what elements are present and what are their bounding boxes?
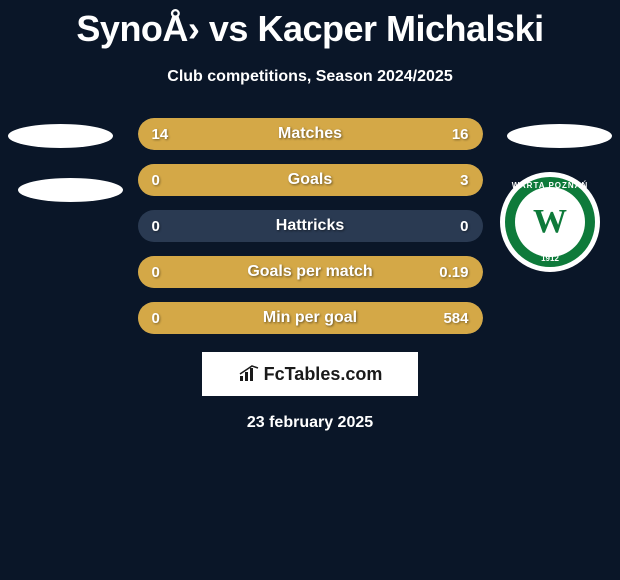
stat-right-value: 3 [460,172,468,189]
brand-logo[interactable]: FcTables.com [202,352,418,396]
badge-letter: W [533,203,567,241]
date-label: 23 february 2025 [0,414,620,432]
stat-label: Goals per match [247,263,372,281]
stat-left-value: 0 [152,172,160,189]
stat-left-value: 0 [152,264,160,281]
stat-row: 14 16 Matches [138,118,483,150]
chart-icon [238,365,260,383]
stat-label: Min per goal [263,309,357,327]
brand-text: FcTables.com [264,364,383,385]
stat-row: 0 3 Goals [138,164,483,196]
club-right-badge: WARTA POZNAŃ W 1912 [500,172,600,272]
stat-right-value: 0.19 [439,264,468,281]
stat-row: 0 584 Min per goal [138,302,483,334]
stat-label: Hattricks [276,217,344,235]
stat-label: Goals [288,171,332,189]
stat-left-value: 0 [152,310,160,327]
page-title: SynoÅ› vs Kacper Michalski [0,0,620,50]
stat-right-value: 0 [460,218,468,235]
stat-row: 0 0 Hattricks [138,210,483,242]
stat-row: 0 0.19 Goals per match [138,256,483,288]
stat-label: Matches [278,125,342,143]
player-right-avatar [507,124,612,148]
stat-left-value: 14 [152,126,169,143]
stats-container: 14 16 Matches 0 3 Goals 0 0 Hattricks 0 0.19 Goals … [138,118,483,334]
stat-right-value: 16 [452,126,469,143]
stat-left-value: 0 [152,218,160,235]
subtitle: Club competitions, Season 2024/2025 [0,68,620,86]
club-left-badge [18,178,123,202]
player-left-avatar [8,124,113,148]
badge-inner: W [515,187,585,257]
badge-year: 1912 [541,254,559,263]
stat-right-value: 584 [443,310,468,327]
